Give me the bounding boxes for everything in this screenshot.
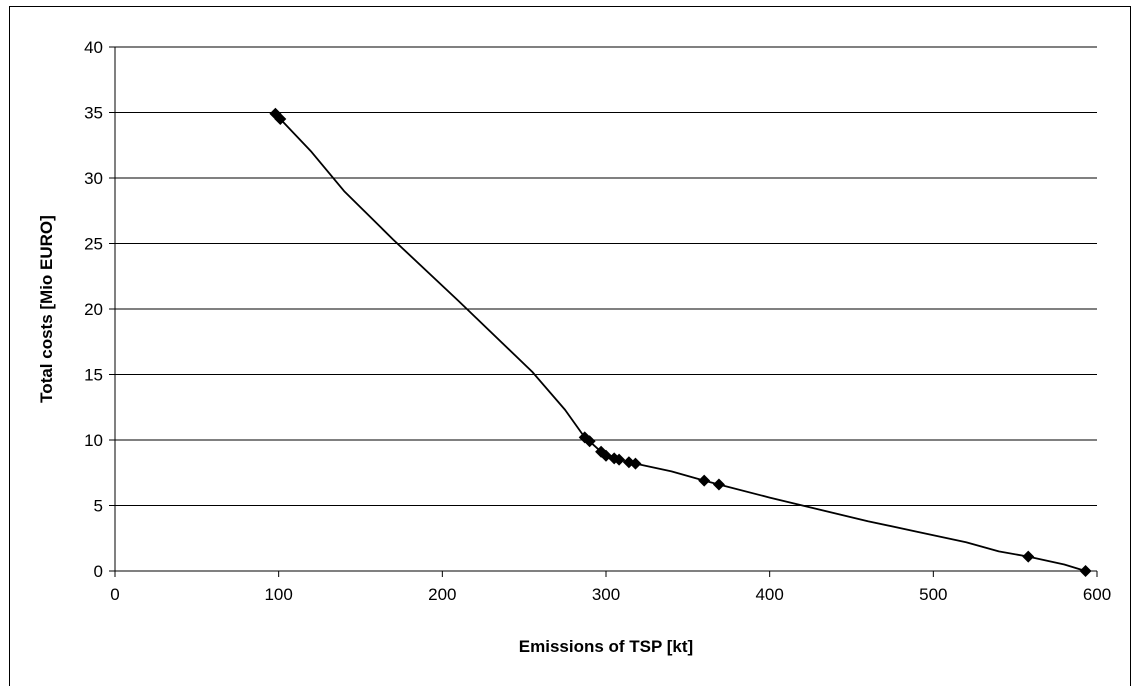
data-point-7: [613, 453, 626, 466]
x-tick-label: 0: [110, 585, 119, 604]
y-tick-label: 5: [94, 497, 103, 516]
data-point-9: [629, 457, 642, 470]
x-tick-label: 200: [428, 585, 456, 604]
data-point-12: [1022, 550, 1035, 563]
data-point-3: [583, 435, 596, 448]
data-point-1: [274, 113, 287, 126]
x-axis-title: Emissions of TSP [kt]: [519, 637, 693, 656]
y-tick-label: 35: [84, 104, 103, 123]
series-line: [274, 113, 1086, 572]
x-tick-label: 500: [919, 585, 947, 604]
x-tick-label: 100: [264, 585, 292, 604]
chart-frame: [9, 6, 1131, 686]
y-tick-label: 40: [84, 38, 103, 57]
y-axis-title: Total costs [Mio EURO]: [37, 215, 56, 403]
x-tick-label: 600: [1083, 585, 1111, 604]
x-tick-label: 300: [592, 585, 620, 604]
axes: [109, 46, 1098, 577]
data-point-11: [712, 478, 725, 491]
data-point-10: [698, 474, 711, 487]
x-tick-label: 400: [755, 585, 783, 604]
y-tick-label: 25: [84, 235, 103, 254]
y-tick-label: 15: [84, 366, 103, 385]
y-tick-label: 20: [84, 300, 103, 319]
y-tick-label: 30: [84, 169, 103, 188]
data-series: [269, 107, 1092, 577]
data-point-13: [1079, 565, 1092, 577]
gridlines: [115, 46, 1097, 506]
y-tick-label: 0: [94, 562, 103, 581]
y-tick-label: 10: [84, 431, 103, 450]
